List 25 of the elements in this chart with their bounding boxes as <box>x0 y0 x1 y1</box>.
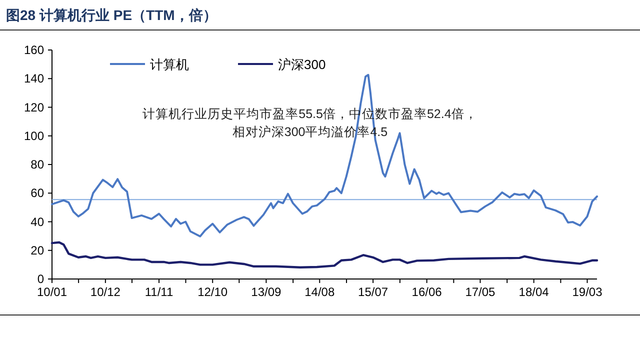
x-tick-label: 15/07 <box>358 285 388 299</box>
y-tick-label: 60 <box>30 186 44 200</box>
y-tick-label: 40 <box>30 214 44 229</box>
y-tick-label: 20 <box>30 243 44 258</box>
line-series <box>50 241 598 269</box>
legend-label: 计算机 <box>150 57 189 72</box>
x-tick-label: 19/03 <box>572 285 603 299</box>
x-tick-label: 17/05 <box>465 285 496 299</box>
line-series <box>51 74 598 238</box>
y-tick-label: 140 <box>24 72 44 86</box>
x-tick-label: 10/12 <box>90 285 121 299</box>
x-tick-label: 14/08 <box>304 285 335 299</box>
x-tick-label: 18/04 <box>518 285 550 299</box>
y-tick-label: 100 <box>24 128 44 143</box>
x-tick-label: 13/09 <box>251 285 282 299</box>
x-tick-label: 16/06 <box>412 285 442 299</box>
x-tick-label: 12/10 <box>198 285 228 299</box>
y-tick-label: 0 <box>37 272 44 286</box>
legend-label: 沪深300 <box>278 57 326 72</box>
x-tick-label: 10/01 <box>36 285 68 299</box>
y-tick-label: 120 <box>24 100 44 114</box>
chart-title: 图28 计算机行业 PE（TTM，倍） <box>6 7 217 23</box>
y-tick-label: 80 <box>30 158 44 172</box>
x-tick-label: 11/11 <box>144 285 174 299</box>
y-tick-label: 160 <box>24 43 44 57</box>
